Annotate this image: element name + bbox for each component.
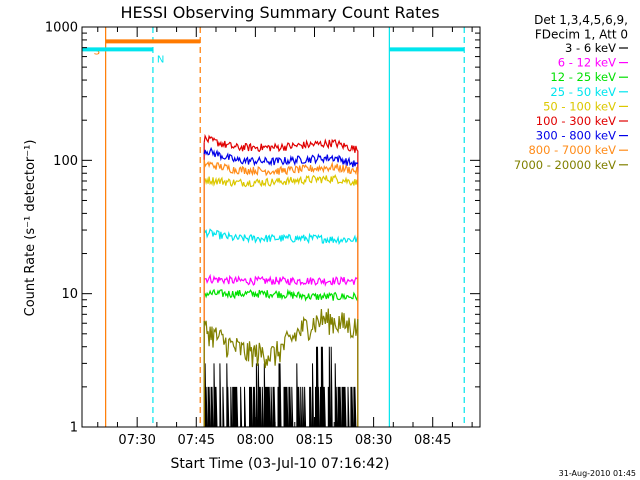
- series-line-8: [203, 308, 359, 369]
- series-0: [203, 346, 359, 428]
- legend: Det 1,3,4,5,6,9,FDecim 1, Att 03 - 6 keV…: [514, 13, 628, 172]
- legend-label-6: 300 - 800 keV: [536, 129, 616, 143]
- legend-label-8: 7000 - 20000 keV: [514, 158, 616, 172]
- plot-frame: [81, 26, 481, 428]
- x-tick-label-1: 07:45: [178, 433, 215, 448]
- annotation-label-0: S: [94, 46, 100, 57]
- legend-header-1: FDecim 1, Att 0: [535, 28, 628, 42]
- x-axis-label: Start Time (03-Jul-10 07:16:42): [170, 456, 389, 472]
- axes-layer: 1 10 100 1000 07:30 07:45 08:00 08:15 08:30 08:45: [45, 21, 480, 448]
- y-axis-label: Count Rate (s⁻¹ detector⁻¹): [23, 140, 38, 317]
- series-line-7: [203, 159, 359, 177]
- legend-label-1: 6 - 12 keV: [558, 56, 616, 70]
- legend-label-3: 25 - 50 keV: [550, 85, 616, 99]
- legend-label-5: 100 - 300 keV: [536, 114, 616, 128]
- y-tick-label-3: 1000: [45, 21, 78, 36]
- series-1: [203, 273, 359, 287]
- series-line-5: [203, 133, 359, 153]
- legend-label-7: 800 - 7000 keV: [528, 143, 616, 157]
- series-line-4: [204, 173, 359, 188]
- series-layer: [203, 133, 359, 428]
- x-tick-label-2: 08:00: [237, 433, 274, 448]
- y-tick-label-1: 10: [61, 287, 78, 302]
- annotation-label-1: N: [157, 54, 164, 65]
- x-tick-label-0: 07:30: [118, 433, 155, 448]
- annotations-layer: SN: [82, 39, 465, 65]
- series-line-6: [203, 146, 359, 168]
- x-tick-label-5: 08:45: [414, 433, 451, 448]
- x-tick-label-4: 08:30: [355, 433, 392, 448]
- y-tick-label-0: 1: [70, 421, 78, 436]
- series-6: [203, 146, 359, 168]
- series-line-2: [203, 288, 359, 302]
- x-tick-label-3: 08:15: [296, 433, 333, 448]
- legend-label-0: 3 - 6 keV: [565, 41, 616, 55]
- series-3: [203, 228, 359, 246]
- series-line-3: [203, 228, 359, 246]
- legend-header-0: Det 1,3,4,5,6,9,: [534, 13, 628, 27]
- series-2: [203, 288, 359, 302]
- chart-title: HESSI Observing Summary Count Rates: [120, 3, 439, 22]
- legend-label-4: 50 - 100 keV: [543, 99, 616, 113]
- time-markers-layer: [105, 27, 465, 427]
- legend-label-2: 12 - 25 keV: [550, 70, 616, 84]
- series-4: [204, 173, 359, 188]
- series-8: [203, 308, 359, 427]
- plot-timestamp: 31-Aug-2010 01:45: [559, 469, 636, 478]
- y-tick-label-2: 100: [53, 154, 78, 169]
- series-line-1: [203, 273, 359, 287]
